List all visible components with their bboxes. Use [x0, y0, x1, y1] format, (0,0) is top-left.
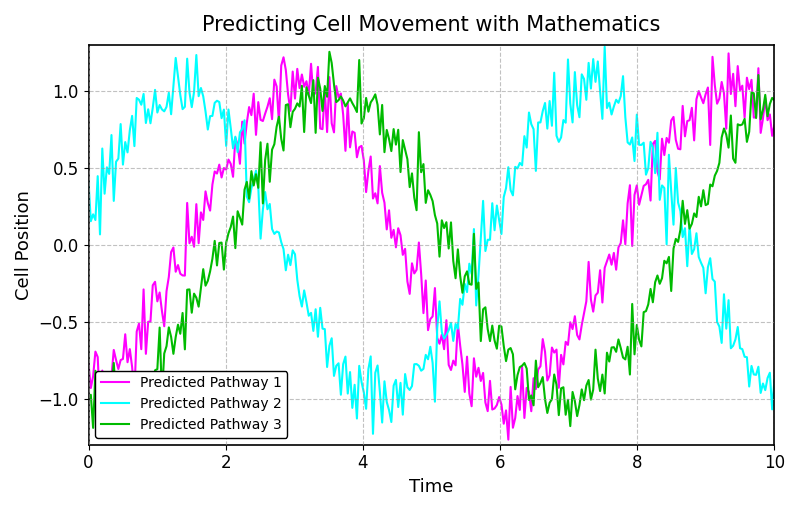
Predicted Pathway 3: [497, 323, 506, 330]
Predicted Pathway 2: [86, 218, 96, 224]
Y-axis label: Cell Position: Cell Position: [15, 190, 33, 300]
Predicted Pathway 2: [506, 187, 515, 193]
Predicted Pathway 1: [503, 436, 513, 443]
Predicted Pathway 2: [600, 43, 610, 50]
Predicted Pathway 1: [770, 122, 779, 128]
Title: Predicting Cell Movement with Mathematics: Predicting Cell Movement with Mathematic…: [202, 15, 661, 35]
Line: Predicted Pathway 3: Predicted Pathway 3: [89, 52, 774, 428]
Predicted Pathway 2: [84, 179, 94, 185]
Predicted Pathway 3: [770, 97, 779, 103]
Predicted Pathway 1: [506, 384, 515, 390]
Legend: Predicted Pathway 1, Predicted Pathway 2, Predicted Pathway 3: Predicted Pathway 1, Predicted Pathway 2…: [95, 371, 287, 438]
Predicted Pathway 2: [492, 202, 502, 208]
Predicted Pathway 1: [664, 140, 674, 146]
Predicted Pathway 3: [710, 173, 719, 179]
X-axis label: Time: Time: [410, 478, 454, 496]
Predicted Pathway 1: [490, 405, 499, 411]
Predicted Pathway 1: [724, 50, 734, 56]
Predicted Pathway 3: [84, 396, 94, 402]
Predicted Pathway 3: [494, 322, 504, 329]
Predicted Pathway 3: [325, 49, 334, 55]
Predicted Pathway 2: [368, 431, 378, 437]
Predicted Pathway 3: [86, 392, 96, 398]
Predicted Pathway 2: [770, 377, 779, 383]
Line: Predicted Pathway 2: Predicted Pathway 2: [89, 47, 774, 434]
Line: Predicted Pathway 1: Predicted Pathway 1: [89, 53, 774, 439]
Predicted Pathway 1: [86, 385, 96, 391]
Predicted Pathway 1: [708, 54, 718, 60]
Predicted Pathway 2: [666, 188, 676, 194]
Predicted Pathway 3: [666, 288, 676, 294]
Predicted Pathway 1: [84, 361, 94, 367]
Predicted Pathway 3: [88, 425, 98, 431]
Predicted Pathway 1: [492, 402, 502, 408]
Predicted Pathway 2: [710, 278, 719, 285]
Predicted Pathway 3: [508, 351, 518, 357]
Predicted Pathway 2: [494, 217, 504, 223]
